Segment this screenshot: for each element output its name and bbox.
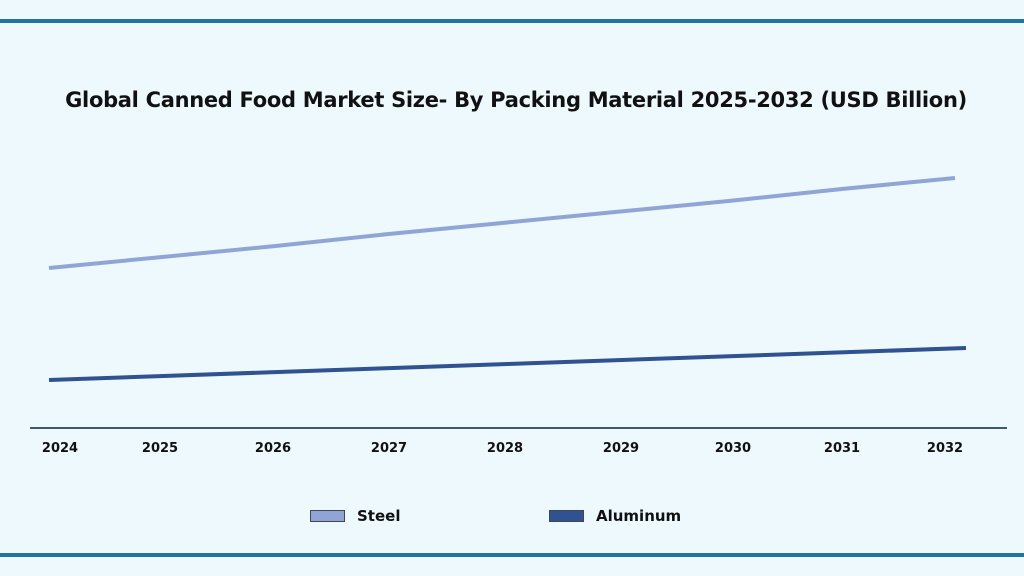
x-tick-label: 2032 bbox=[927, 441, 963, 456]
legend-item-steel: Steel bbox=[310, 507, 400, 525]
x-tick-label: 2030 bbox=[715, 441, 751, 456]
x-tick-label: 2029 bbox=[603, 441, 639, 456]
legend-item-aluminum: Aluminum bbox=[549, 507, 681, 525]
series-line-steel bbox=[48, 176, 956, 270]
x-tick-label: 2027 bbox=[371, 441, 407, 456]
chart-title: Global Canned Food Market Size- By Packi… bbox=[65, 88, 967, 112]
x-tick-label: 2028 bbox=[487, 441, 523, 456]
x-tick-label: 2026 bbox=[255, 441, 291, 456]
legend-label-steel: Steel bbox=[357, 507, 401, 525]
x-tick-label: 2024 bbox=[42, 441, 78, 456]
bottom-border bbox=[0, 553, 1024, 557]
top-border bbox=[0, 19, 1024, 23]
x-tick-label: 2031 bbox=[824, 441, 860, 456]
x-tick-label: 2025 bbox=[142, 441, 178, 456]
legend-swatch-aluminum bbox=[549, 510, 584, 522]
series-line-aluminum bbox=[48, 346, 967, 382]
legend-label-aluminum: Aluminum bbox=[596, 507, 682, 525]
legend-swatch-steel bbox=[310, 510, 345, 522]
